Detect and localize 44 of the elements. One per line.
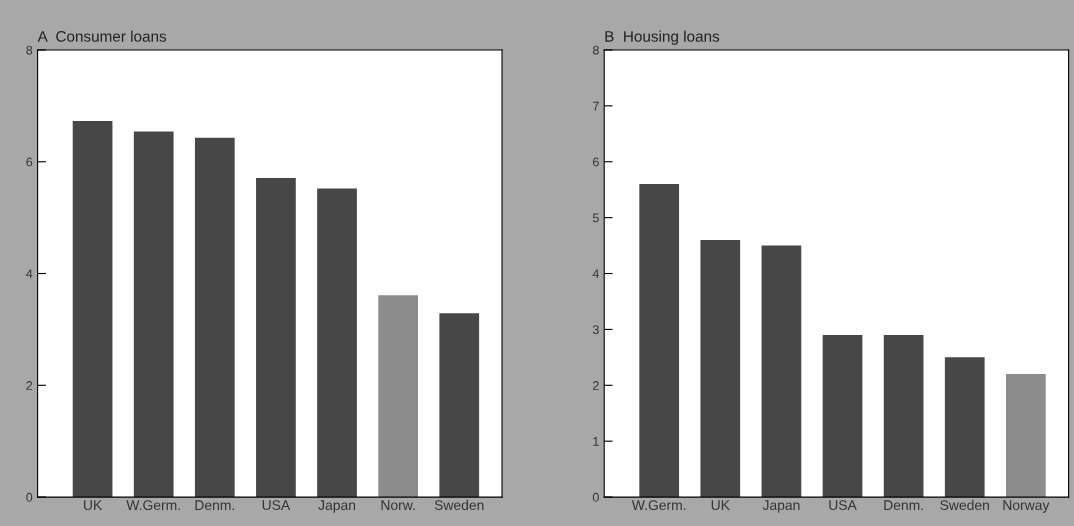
y-tick-label: 2	[26, 381, 33, 390]
bar	[1005, 374, 1046, 498]
bar	[639, 184, 680, 498]
bar	[761, 245, 802, 498]
x-tick-label: W.Germ.	[631, 500, 686, 511]
bar	[317, 188, 357, 498]
x-tick-label: Sweden	[940, 499, 989, 511]
y-tick-label: 0	[592, 492, 599, 502]
bar	[439, 313, 480, 498]
x-tick-label: UK	[711, 500, 730, 511]
x-tick-label: Norw.	[381, 500, 415, 511]
bar	[378, 295, 418, 498]
x-tick-label: Denm.	[884, 500, 923, 511]
y-tick-label: 1	[593, 437, 599, 446]
bar	[72, 120, 113, 498]
bar	[822, 335, 863, 498]
x-tick-label: USA	[829, 500, 857, 511]
bar	[700, 239, 741, 498]
x-tick-label: UK	[84, 500, 103, 511]
x-tick-label: USA	[262, 500, 291, 511]
x-tick-label: Japan	[762, 500, 800, 513]
x-tick-label: Japan	[318, 500, 356, 513]
chart-title: B Housing loans	[605, 30, 720, 45]
y-tick-label: 8	[26, 45, 33, 55]
y-tick-label: 8	[592, 45, 599, 55]
bar	[256, 177, 296, 498]
x-tick-label: Sweden	[434, 499, 484, 511]
bar	[944, 357, 985, 498]
y-tick-label: 3	[592, 325, 599, 335]
y-tick-label: 0	[26, 492, 33, 502]
y-tick-label: 4	[26, 269, 33, 279]
y-tick-label: 4	[592, 269, 599, 279]
y-tick-label: 7	[593, 101, 599, 111]
y-tick-label: 6	[593, 157, 599, 167]
chart-title: A Consumer loans	[37, 30, 167, 42]
x-tick-label: W.Germ.	[126, 500, 180, 511]
y-tick-label: 5	[592, 213, 599, 223]
x-tick-label: Norway	[1003, 500, 1050, 513]
bar	[883, 335, 924, 498]
bar	[194, 137, 235, 498]
y-tick-label: 2	[593, 381, 599, 390]
y-tick-label: 6	[26, 157, 33, 167]
bar	[133, 131, 174, 498]
x-tick-label: Denm.	[195, 500, 234, 511]
